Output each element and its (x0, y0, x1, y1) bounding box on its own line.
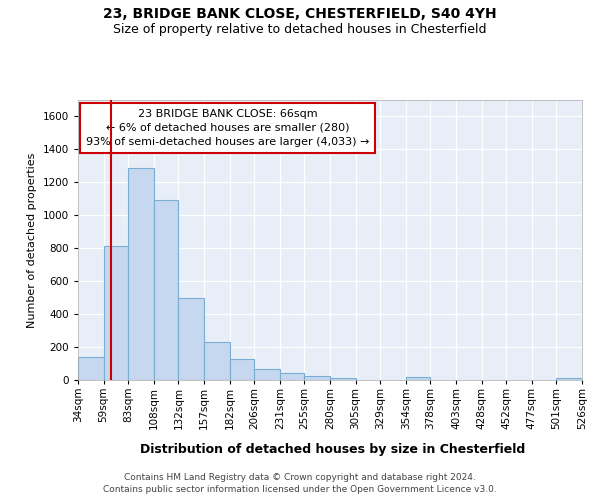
Text: Contains public sector information licensed under the Open Government Licence v3: Contains public sector information licen… (103, 485, 497, 494)
Bar (78, 357, 104, 380)
Bar (178, 298, 204, 380)
Bar (304, 376, 330, 380)
Text: Distribution of detached houses by size in Chesterfield: Distribution of detached houses by size … (140, 442, 526, 456)
Bar (254, 370, 280, 380)
Bar (154, 200, 178, 380)
Bar (556, 378, 582, 380)
Y-axis label: Number of detached properties: Number of detached properties (27, 152, 37, 328)
Bar (330, 378, 356, 380)
Text: 23, BRIDGE BANK CLOSE, CHESTERFIELD, S40 4YH: 23, BRIDGE BANK CLOSE, CHESTERFIELD, S40… (103, 8, 497, 22)
Bar (406, 377, 430, 380)
Text: Size of property relative to detached houses in Chesterfield: Size of property relative to detached ho… (113, 22, 487, 36)
Text: Contains HM Land Registry data © Crown copyright and database right 2024.: Contains HM Land Registry data © Crown c… (124, 472, 476, 482)
Bar (128, 168, 154, 380)
Bar (230, 358, 254, 380)
Text: 23 BRIDGE BANK CLOSE: 66sqm
← 6% of detached houses are smaller (280)
93% of sem: 23 BRIDGE BANK CLOSE: 66sqm ← 6% of deta… (86, 109, 369, 147)
Bar (204, 342, 230, 380)
Bar (104, 246, 128, 380)
Bar (280, 374, 304, 380)
